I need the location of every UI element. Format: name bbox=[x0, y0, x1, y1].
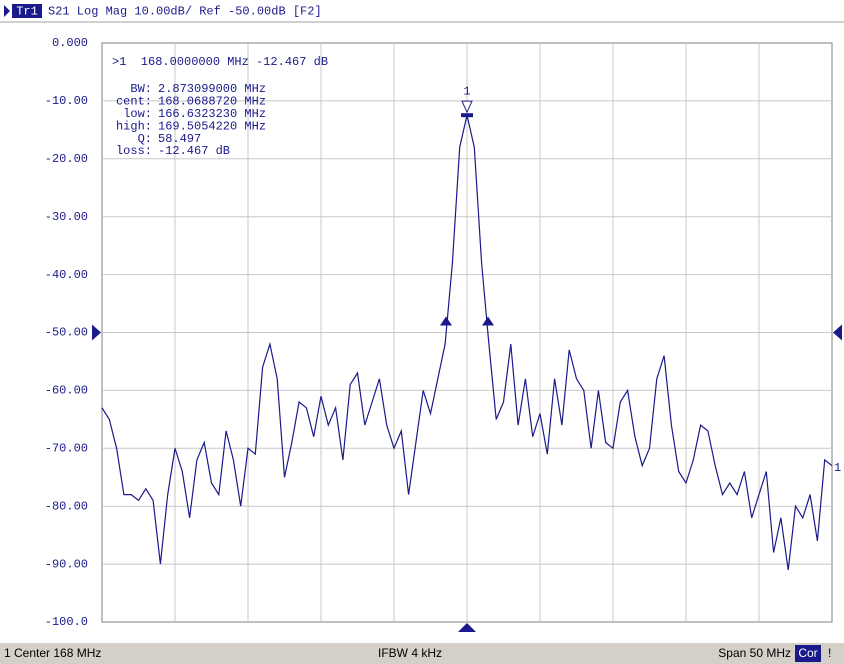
peak-bar bbox=[461, 113, 473, 118]
ifbw: IFBW 4 kHz bbox=[378, 646, 442, 660]
trace-settings: S21 Log Mag 10.00dB/ Ref -50.00dB [F2] bbox=[48, 5, 322, 19]
status-bar bbox=[0, 643, 844, 664]
span: Span 50 MHz bbox=[718, 646, 791, 660]
stat-value: 58.497 bbox=[158, 132, 201, 146]
marker-readout: >1 168.0000000 MHz -12.467 dB bbox=[112, 55, 328, 69]
active-arrow bbox=[4, 5, 10, 17]
ref-arrow-right bbox=[833, 324, 842, 341]
y-tick-label: -90.00 bbox=[45, 557, 88, 571]
y-tick-label: 0.000 bbox=[52, 36, 88, 50]
center: Center 168 MHz bbox=[14, 646, 101, 660]
stat-value: -12.467 dB bbox=[158, 144, 230, 158]
cor-badge bbox=[795, 645, 821, 662]
y-tick-label: -80.00 bbox=[45, 499, 88, 513]
channel: 1 bbox=[4, 646, 11, 660]
stat-label: low: bbox=[123, 107, 152, 121]
marker-triangle bbox=[461, 100, 473, 114]
warning: ! bbox=[828, 646, 831, 660]
y-tick-label: -60.00 bbox=[45, 384, 88, 398]
y-tick-label: -10.00 bbox=[45, 94, 88, 108]
y-tick-label: -70.00 bbox=[45, 441, 88, 455]
center-arrow bbox=[458, 623, 476, 632]
stat-label: BW: bbox=[130, 82, 152, 96]
stat-label: Q: bbox=[138, 132, 152, 146]
y-tick-label: -20.00 bbox=[45, 152, 88, 166]
bw-marker bbox=[482, 316, 494, 326]
stat-value: 166.6323230 MHz bbox=[158, 107, 266, 121]
y-tick-label: -100.0 bbox=[45, 615, 88, 629]
y-tick-label: -50.00 bbox=[45, 326, 88, 340]
cor: Cor bbox=[798, 646, 817, 660]
ref-arrow-left bbox=[92, 324, 101, 341]
stat-label: loss: bbox=[116, 144, 152, 158]
stat-value: 168.0688720 MHz bbox=[158, 95, 266, 109]
stat-value: 169.5054220 MHz bbox=[158, 119, 266, 133]
bw-marker bbox=[440, 316, 452, 326]
y-tick-label: -30.00 bbox=[45, 210, 88, 224]
trace-end-label: 1 bbox=[834, 461, 841, 475]
stat-label: cent: bbox=[116, 95, 152, 109]
stat-value: 2.873099000 MHz bbox=[158, 82, 266, 96]
marker-label: 1 bbox=[463, 84, 470, 98]
trace-badge bbox=[12, 4, 42, 18]
trace-name: Tr1 bbox=[16, 5, 38, 19]
header-bar bbox=[0, 0, 844, 22]
y-tick-label: -40.00 bbox=[45, 268, 88, 282]
stat-label: high: bbox=[116, 119, 152, 133]
